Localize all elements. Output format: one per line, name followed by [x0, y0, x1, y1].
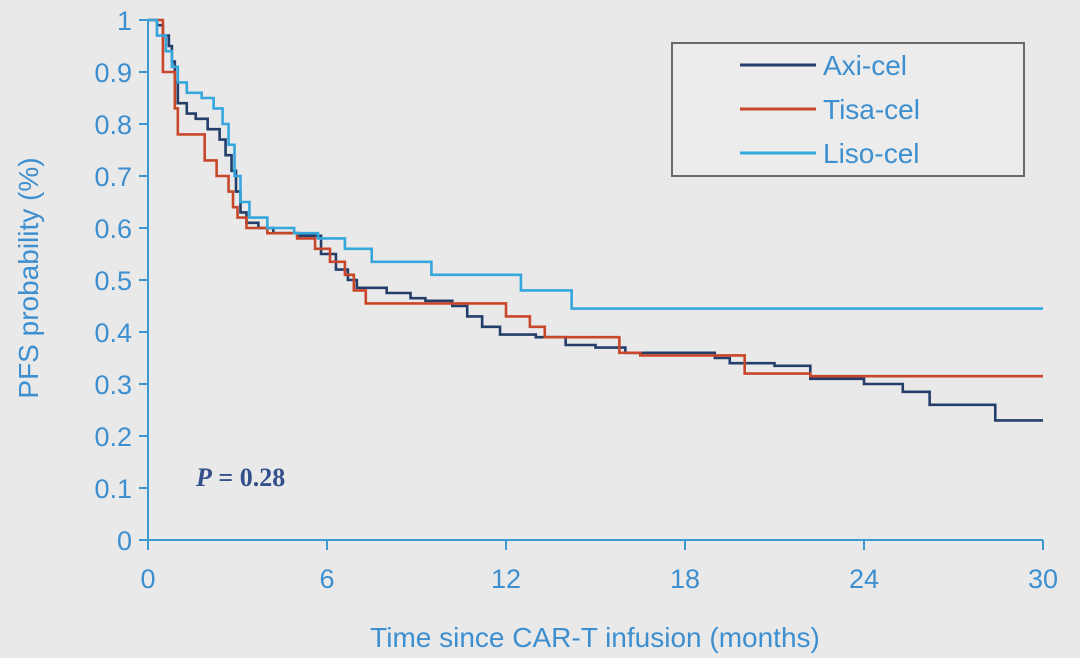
series-layer — [148, 18, 1043, 422]
y-axis-title: PFS probability (%) — [13, 157, 44, 398]
legend-label: Liso-cel — [823, 138, 919, 169]
y-ticks: 0 0.1 0.2 0.3 0.4 0.5 0.6 0.7 0.8 0.9 1 — [94, 6, 148, 556]
x-tick-label: 6 — [319, 564, 334, 594]
y-tick-label: 0.1 — [94, 474, 132, 504]
p-value-annotation: P = 0.28 — [195, 463, 285, 492]
y-tick-label: 0.3 — [94, 370, 132, 400]
y-tick-label: 0.2 — [94, 422, 132, 452]
y-tick-label: 0.6 — [94, 214, 132, 244]
p-value-symbol: P — [195, 463, 213, 492]
y-tick-label: 0.5 — [94, 266, 132, 296]
legend-label: Tisa-cel — [823, 94, 920, 125]
y-tick-label: 1 — [117, 6, 132, 36]
x-tick-label: 0 — [140, 564, 155, 594]
y-tick-label: 0.9 — [94, 58, 132, 88]
x-tick-label: 12 — [491, 564, 521, 594]
legend-box — [671, 42, 1025, 177]
series-line-liso-cel — [148, 18, 1043, 310]
y-tick-label: 0.8 — [94, 110, 132, 140]
series-line-tisa-cel — [148, 18, 1043, 378]
y-tick-label: 0.4 — [94, 318, 132, 348]
legend: Axi-cel Tisa-cel Liso-cel — [671, 42, 1025, 177]
p-value-text: = 0.28 — [212, 463, 285, 492]
y-tick-label: 0 — [117, 526, 132, 556]
legend-label: Axi-cel — [823, 50, 907, 81]
x-axis-title: Time since CAR-T infusion (months) — [370, 622, 820, 653]
x-tick-label: 24 — [849, 564, 879, 594]
y-tick-label: 0.7 — [94, 162, 132, 192]
x-tick-label: 30 — [1028, 564, 1058, 594]
x-ticks: 0 6 12 18 24 30 — [140, 540, 1058, 594]
x-tick-label: 18 — [670, 564, 700, 594]
